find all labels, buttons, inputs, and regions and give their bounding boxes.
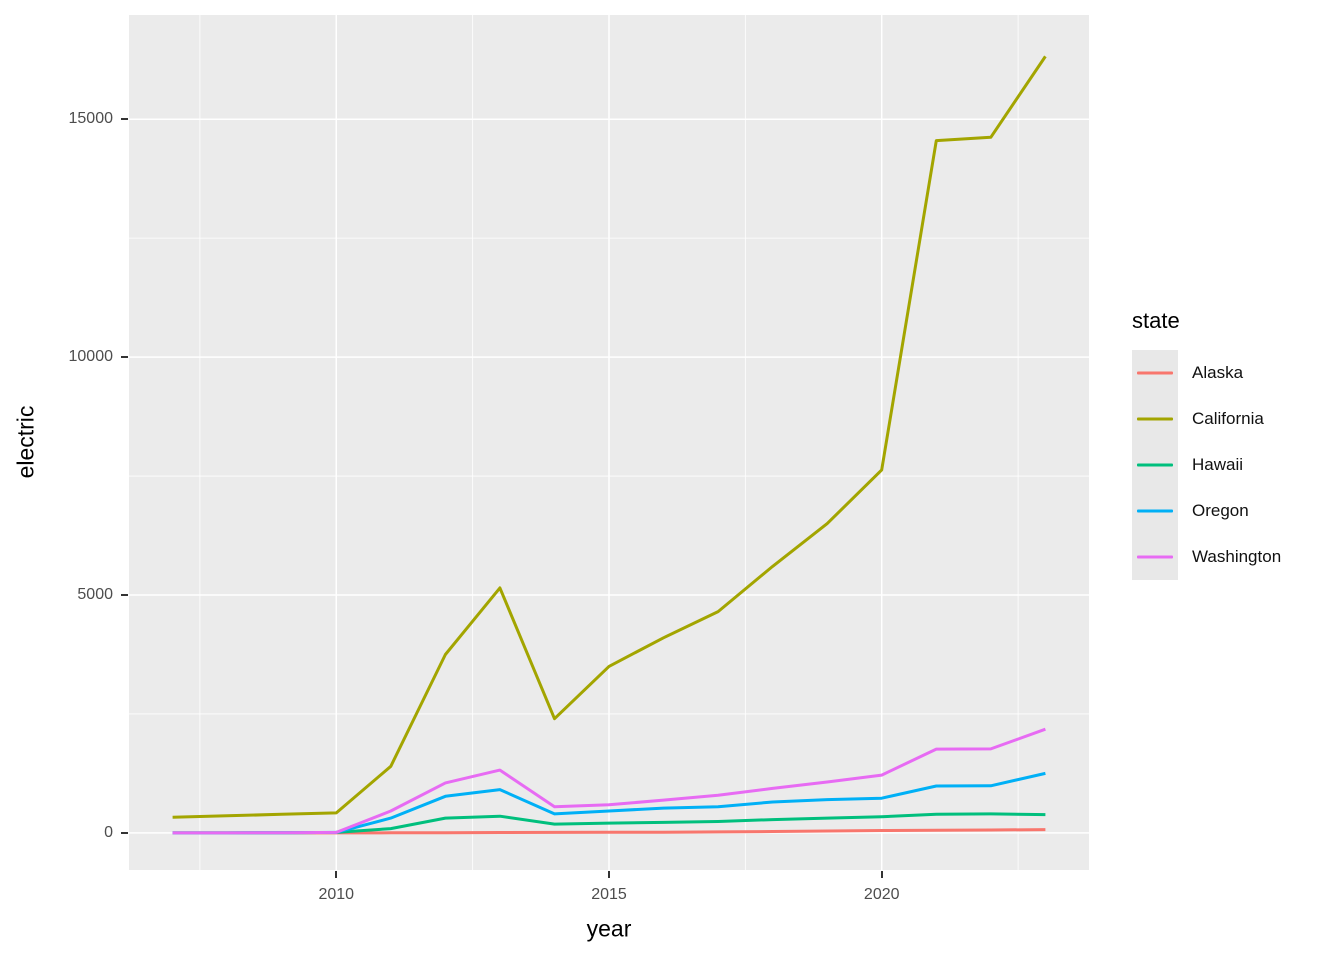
- x-axis-tick: [335, 871, 338, 878]
- legend-key-swatch: [1132, 442, 1178, 488]
- legend-key-swatch: [1132, 534, 1178, 580]
- legend-key-swatch: [1132, 350, 1178, 396]
- legend-label: Alaska: [1192, 363, 1244, 382]
- legend-label: Hawaii: [1192, 455, 1244, 474]
- legend-key-swatch: [1132, 488, 1178, 534]
- y-axis-tick: [121, 118, 128, 121]
- legend-title: state: [1132, 308, 1180, 333]
- legend-label: Oregon: [1192, 501, 1249, 520]
- x-axis-title: year: [586, 915, 632, 942]
- y-tick-label: 5000: [77, 585, 113, 603]
- y-tick-label: 0: [104, 823, 113, 841]
- series-line-washington: [172, 727, 1046, 835]
- legend-items: Alaska California Hawaii Oregon Washington: [1132, 350, 1281, 580]
- legend-item-alaska: Alaska: [1132, 350, 1281, 396]
- legend-label: California: [1192, 409, 1264, 428]
- legend-key-line: [1137, 463, 1173, 467]
- series-line-california: [172, 55, 1047, 819]
- y-tick-label: 10000: [68, 348, 114, 366]
- x-tick-label: 2010: [318, 886, 355, 903]
- legend-item-california: California: [1132, 396, 1281, 442]
- y-tick-label: 15000: [68, 110, 114, 128]
- y-axis-tick: [121, 593, 128, 596]
- y-axis-title: electric: [12, 405, 39, 479]
- legend-key-line: [1137, 509, 1173, 513]
- legend-key-line: [1137, 555, 1173, 559]
- legend-item-hawaii: Hawaii: [1132, 442, 1281, 488]
- legend: state Alaska California Hawaii Oregon Washin…: [1132, 308, 1281, 580]
- legend-key-swatch: [1132, 396, 1178, 442]
- legend-item-oregon: Oregon: [1132, 488, 1281, 534]
- legend-label: Washington: [1192, 547, 1282, 566]
- legend-item-washington: Washington: [1132, 534, 1281, 580]
- legend-key-line: [1137, 371, 1173, 375]
- y-axis-tick: [121, 831, 128, 834]
- plot-panel: [129, 15, 1089, 870]
- x-axis-tick: [608, 871, 610, 878]
- x-tick-label: 2020: [863, 886, 900, 903]
- x-axis-tick: [880, 871, 883, 878]
- y-axis-tick: [121, 356, 128, 359]
- x-tick-label: 2015: [591, 886, 627, 903]
- legend-key-line: [1137, 417, 1173, 421]
